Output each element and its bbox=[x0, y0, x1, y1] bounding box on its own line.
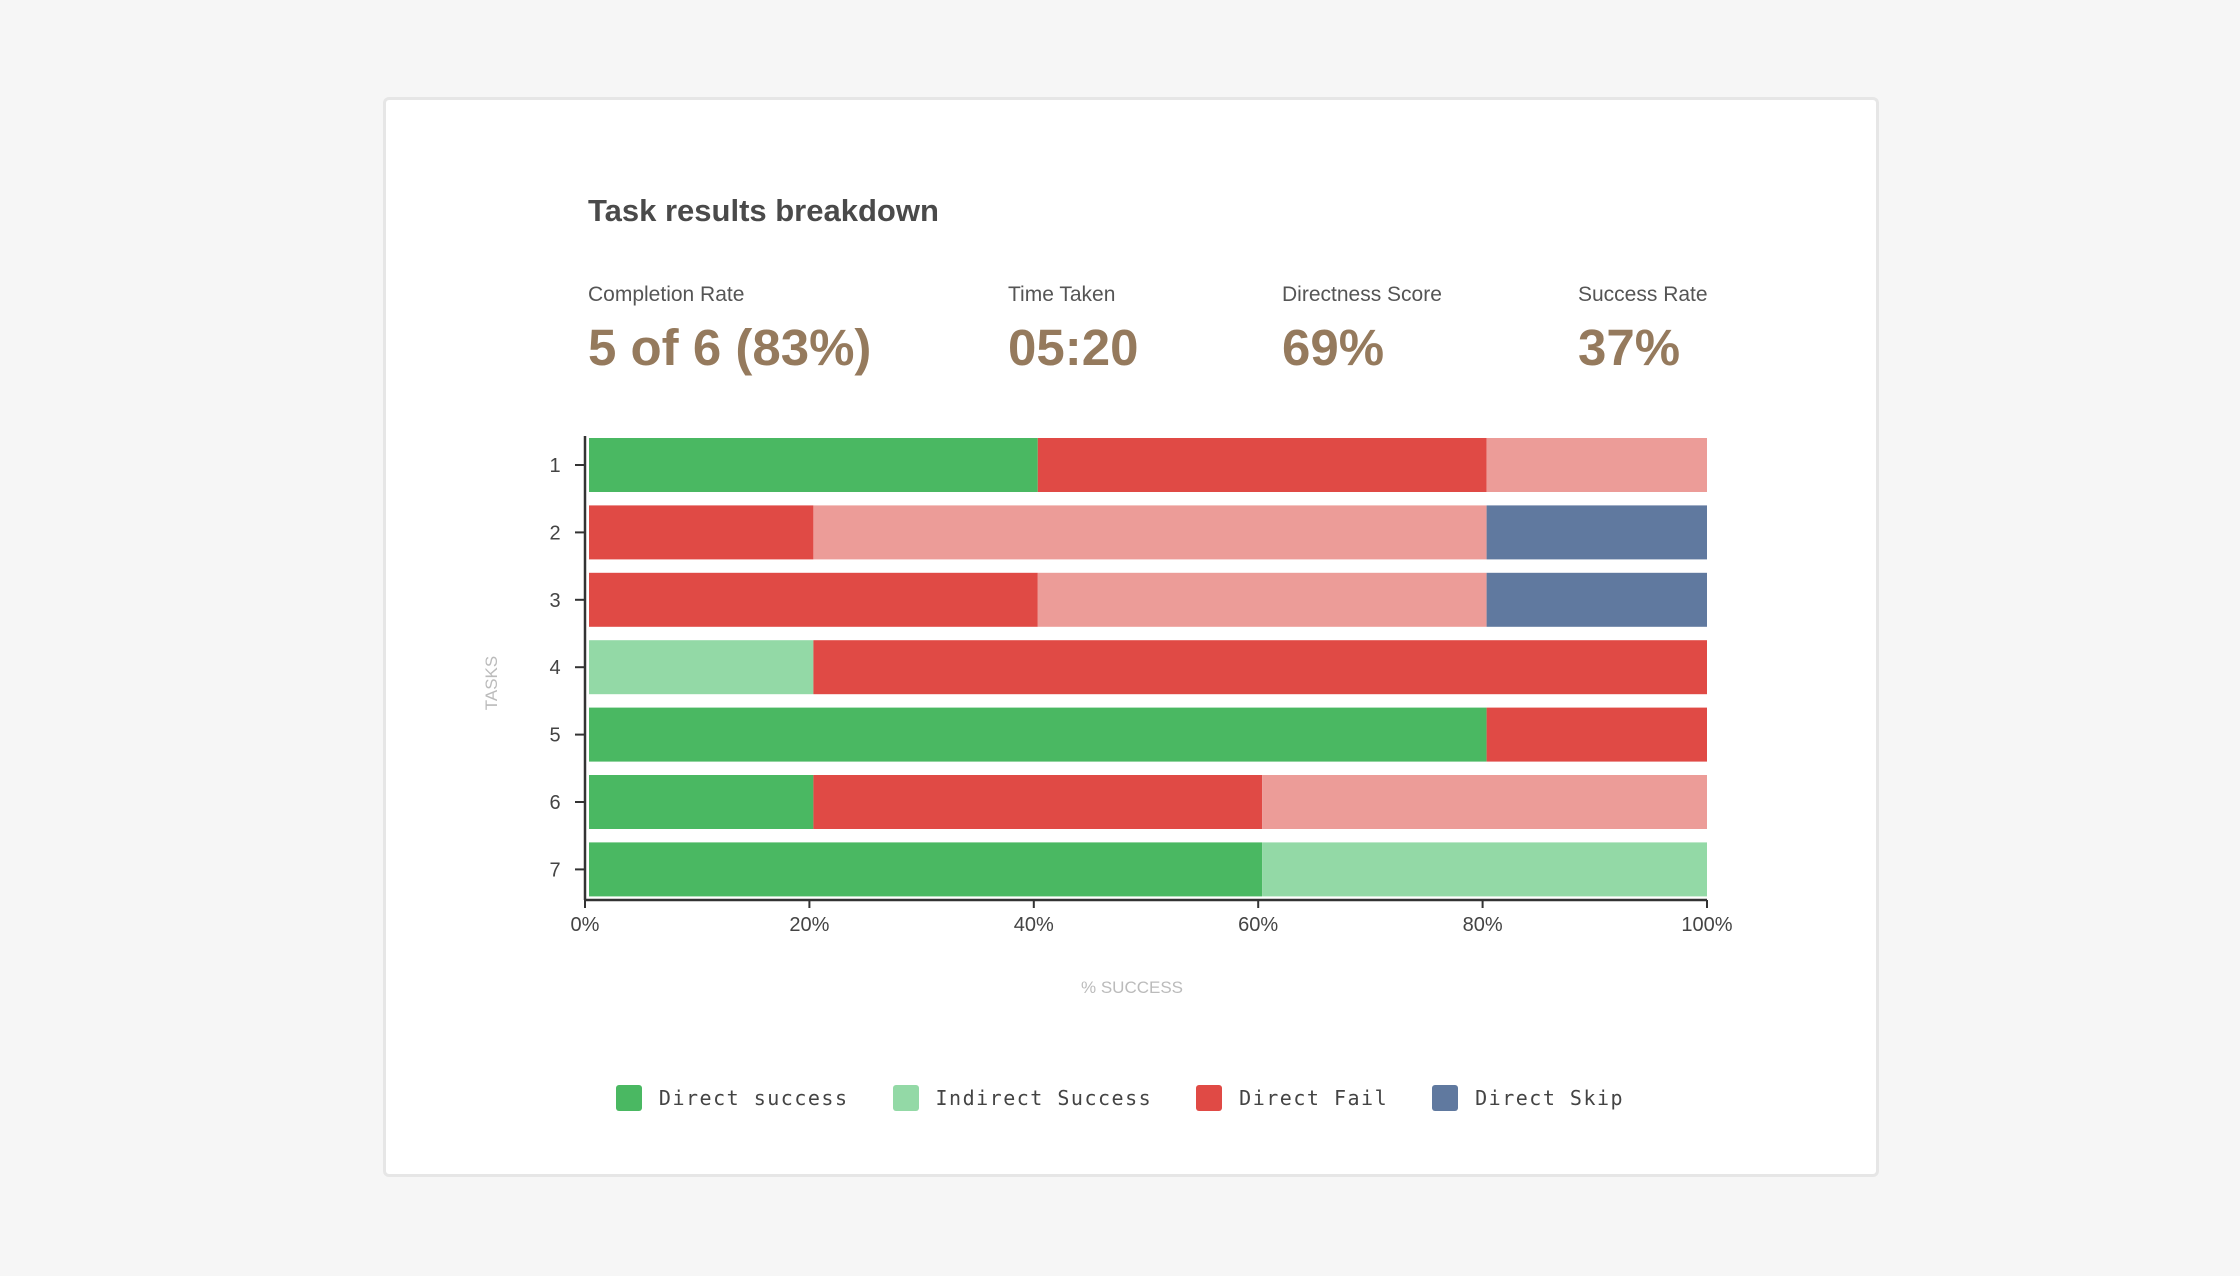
legend-item-direct-success: Direct success bbox=[615, 1085, 849, 1111]
y-tick-label: 7 bbox=[549, 859, 560, 881]
bar-segment-task-2-series-3 bbox=[813, 505, 1487, 560]
bar-segment-task-7-series-0 bbox=[589, 842, 1263, 897]
bar-segment-task-2-series-4 bbox=[1486, 505, 1707, 560]
legend-item-indirect-success: Indirect Success bbox=[892, 1085, 1153, 1111]
success-rate-label: Success Rate bbox=[1578, 283, 1708, 306]
x-tick-label: 100% bbox=[1681, 914, 1732, 936]
y-tick-label: 4 bbox=[549, 657, 560, 679]
completion-rate-label: Completion Rate bbox=[588, 283, 745, 306]
legend-label: Direct success bbox=[658, 1086, 849, 1110]
bar-segment-task-3-series-4 bbox=[1486, 572, 1707, 627]
completion-rate-value: 5 of 6 (83%) bbox=[588, 319, 872, 376]
bar-segment-task-1-series-0 bbox=[589, 438, 1038, 492]
x-tick-label: 0% bbox=[571, 914, 600, 936]
legend-swatch bbox=[1196, 1085, 1223, 1111]
y-tick-label: 2 bbox=[549, 522, 560, 544]
legend-swatch bbox=[615, 1085, 642, 1111]
x-tick-label: 20% bbox=[789, 914, 829, 936]
legend-label: Indirect Success bbox=[935, 1086, 1153, 1110]
y-tick-label: 3 bbox=[549, 590, 560, 612]
bar-segment-task-3-series-2 bbox=[589, 572, 1038, 627]
x-axis-title: % SUCCESS bbox=[1081, 978, 1183, 997]
legend-label: Direct Fail bbox=[1239, 1086, 1389, 1110]
x-tick-label: 40% bbox=[1014, 914, 1054, 936]
success-rate-value: 37% bbox=[1578, 319, 1681, 376]
time-taken-label: Time Taken bbox=[1008, 283, 1116, 306]
bar-segment-task-5-series-0 bbox=[589, 707, 1487, 762]
x-tick-label: 60% bbox=[1238, 914, 1278, 936]
card-title: Task results breakdown bbox=[588, 193, 939, 228]
directness-score-value: 69% bbox=[1282, 319, 1385, 376]
legend-swatch bbox=[892, 1085, 919, 1111]
bar-segment-task-6-series-2 bbox=[813, 775, 1263, 829]
y-axis-title: TASKS bbox=[482, 656, 501, 710]
bar-segment-task-5-series-2 bbox=[1486, 707, 1707, 762]
bar-segment-task-2-series-2 bbox=[589, 505, 814, 560]
bar-segment-task-6-series-3 bbox=[1262, 775, 1707, 829]
chart-legend: Direct success Indirect Success Direct F… bbox=[0, 1085, 2240, 1111]
legend-item-direct-fail: Direct Fail bbox=[1196, 1085, 1388, 1111]
bar-segment-task-1-series-3 bbox=[1486, 438, 1707, 492]
y-tick-label: 1 bbox=[549, 455, 560, 477]
directness-score-label: Directness Score bbox=[1282, 283, 1442, 306]
bar-segment-task-4-series-2 bbox=[813, 640, 1707, 695]
bar-segment-task-6-series-0 bbox=[589, 775, 814, 829]
time-taken-value: 05:20 bbox=[1008, 319, 1139, 376]
x-tick-label: 80% bbox=[1463, 914, 1503, 936]
y-tick-label: 6 bbox=[549, 792, 560, 814]
bar-segment-task-4-series-1 bbox=[589, 640, 814, 695]
bar-segment-task-1-series-2 bbox=[1037, 438, 1487, 492]
y-tick-label: 5 bbox=[549, 725, 560, 747]
legend-label: Direct Skip bbox=[1475, 1086, 1625, 1110]
bar-segment-task-3-series-3 bbox=[1037, 572, 1487, 627]
bar-segment-task-7-series-1 bbox=[1262, 842, 1707, 897]
legend-item-direct-skip: Direct Skip bbox=[1432, 1085, 1624, 1111]
legend-swatch bbox=[1432, 1085, 1459, 1111]
results-card bbox=[383, 97, 1879, 1177]
